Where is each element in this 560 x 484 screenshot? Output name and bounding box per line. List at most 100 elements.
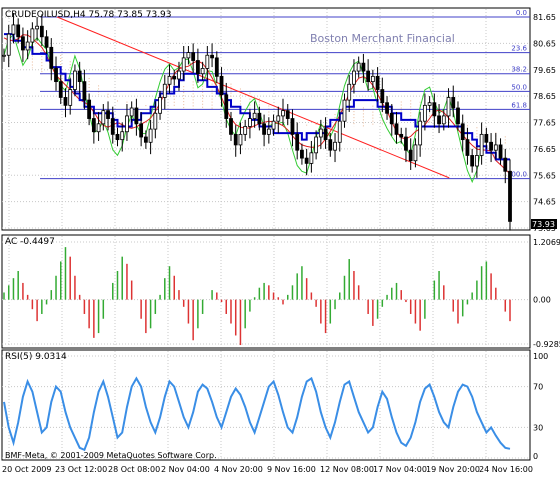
price-bar <box>503 148 508 184</box>
price-bars <box>2 13 512 231</box>
trend-line[interactable] <box>56 16 450 179</box>
price-bar <box>110 106 115 144</box>
price-bar <box>474 146 479 178</box>
price-bar <box>153 101 158 139</box>
price-bar <box>479 122 484 165</box>
price-bar <box>446 88 451 128</box>
price-bar <box>389 104 394 136</box>
rsi-line <box>3 376 511 452</box>
price-bar <box>380 77 385 112</box>
price-bar <box>394 111 399 144</box>
price-bar <box>385 96 389 120</box>
price-bar <box>139 111 144 147</box>
price-bar <box>248 109 252 139</box>
price-bar <box>342 93 347 128</box>
price-bar <box>129 101 134 123</box>
fibo-level-label: 61.8 <box>511 101 527 109</box>
price-bar <box>148 119 153 155</box>
price-bar <box>408 138 413 170</box>
price-bar <box>195 48 200 83</box>
fibo-level-label: 23.6 <box>511 45 527 53</box>
price-bar <box>21 27 25 62</box>
price-tick-label: 77.65 <box>533 119 556 128</box>
price-bar <box>233 125 238 157</box>
price-bar <box>224 82 229 128</box>
price-bar <box>347 75 352 112</box>
price-bar <box>370 69 375 89</box>
price-bar <box>106 101 110 131</box>
price-bar <box>39 14 44 47</box>
price-bar <box>498 138 503 165</box>
fibo-level-label: 100.0 <box>507 171 527 179</box>
time-tick-label: 19 Nov 20:00 <box>426 465 480 474</box>
price-bar <box>181 46 186 81</box>
main-panel: 0.0 23.6 38.2 50.0 61.8 100.0 CRUDEOILUSD,H4 … <box>1 7 557 233</box>
price-bar <box>493 133 498 160</box>
price-bar <box>143 130 148 149</box>
price-bar <box>229 111 233 141</box>
price-bar <box>125 104 129 141</box>
price-bar <box>200 61 205 81</box>
price-bar <box>337 109 342 152</box>
time-tick-label: 17 Nov 04:00 <box>373 465 427 474</box>
time-tick-label: 28 Oct 08:00 <box>108 465 160 474</box>
main-panel-header: CRUDEOILUSD,H4 75.78 73.85 73.93 <box>5 10 172 20</box>
kijun-sen-line <box>4 33 510 161</box>
price-bar <box>285 104 290 126</box>
price-bar <box>333 133 337 163</box>
price-bar <box>243 119 248 141</box>
price-bar <box>54 56 58 91</box>
price-bar <box>375 67 380 102</box>
price-bar <box>210 43 214 68</box>
price-bar <box>427 96 432 112</box>
fibo-level-label: 50.0 <box>511 83 527 91</box>
price-bar <box>413 138 418 168</box>
price-bar <box>87 93 92 126</box>
price-bar <box>309 140 314 173</box>
price-bar <box>281 98 285 126</box>
price-bar <box>304 148 309 176</box>
price-bar <box>186 46 191 65</box>
current-price-marker: 73.93 <box>531 219 557 229</box>
price-bar <box>437 104 441 134</box>
price-bar <box>352 59 356 94</box>
current-price-label: 73.93 <box>532 220 555 229</box>
price-bar <box>252 101 257 128</box>
time-tick-label: 9 Nov 16:00 <box>267 465 316 474</box>
price-bar <box>295 122 300 160</box>
ac-tick-label: -0.9285 <box>533 340 560 349</box>
price-bar <box>63 88 68 118</box>
price-bar <box>68 77 73 115</box>
rsi-tick-label: 0 <box>533 452 538 461</box>
price-bar <box>489 133 493 163</box>
price-bar <box>73 64 77 97</box>
price-bar <box>484 127 489 149</box>
time-tick-label: 2 Nov 04:00 <box>161 465 210 474</box>
price-bar <box>470 148 475 173</box>
price-bar <box>300 143 304 165</box>
price-bar <box>356 56 361 78</box>
price-bar <box>167 64 172 94</box>
price-bar <box>2 48 6 62</box>
price-bar <box>418 111 423 157</box>
price-tick-label: 80.65 <box>533 39 556 48</box>
time-tick-label: 23 Oct 12:00 <box>55 465 107 474</box>
price-bar <box>314 130 319 160</box>
price-bar <box>101 104 106 131</box>
time-axis: 20 Oct 2009 23 Oct 12:00 28 Oct 08:00 2 Nov… <box>2 465 533 474</box>
time-tick-label: 12 Nov 08:00 <box>320 465 374 474</box>
ac-tick-label: 1.2069 <box>533 238 560 247</box>
price-bar <box>134 98 139 136</box>
price-bar <box>323 117 328 149</box>
copyright-footer: BMF-Meta, © 2001-2009 MetaQuotes Softwar… <box>5 451 217 460</box>
price-bar <box>399 127 404 144</box>
rsi-tick-label: 100 <box>533 352 548 361</box>
price-tick-label: 79.65 <box>533 66 556 75</box>
price-bar <box>11 13 16 44</box>
price-bar <box>191 43 196 73</box>
fibo-level-label: 0.0 <box>516 9 527 17</box>
rsi-panel-header: RSI(5) 9.0314 <box>5 352 67 362</box>
ac-value-axis: 1.2069 0.00 -0.9285 <box>533 238 560 349</box>
